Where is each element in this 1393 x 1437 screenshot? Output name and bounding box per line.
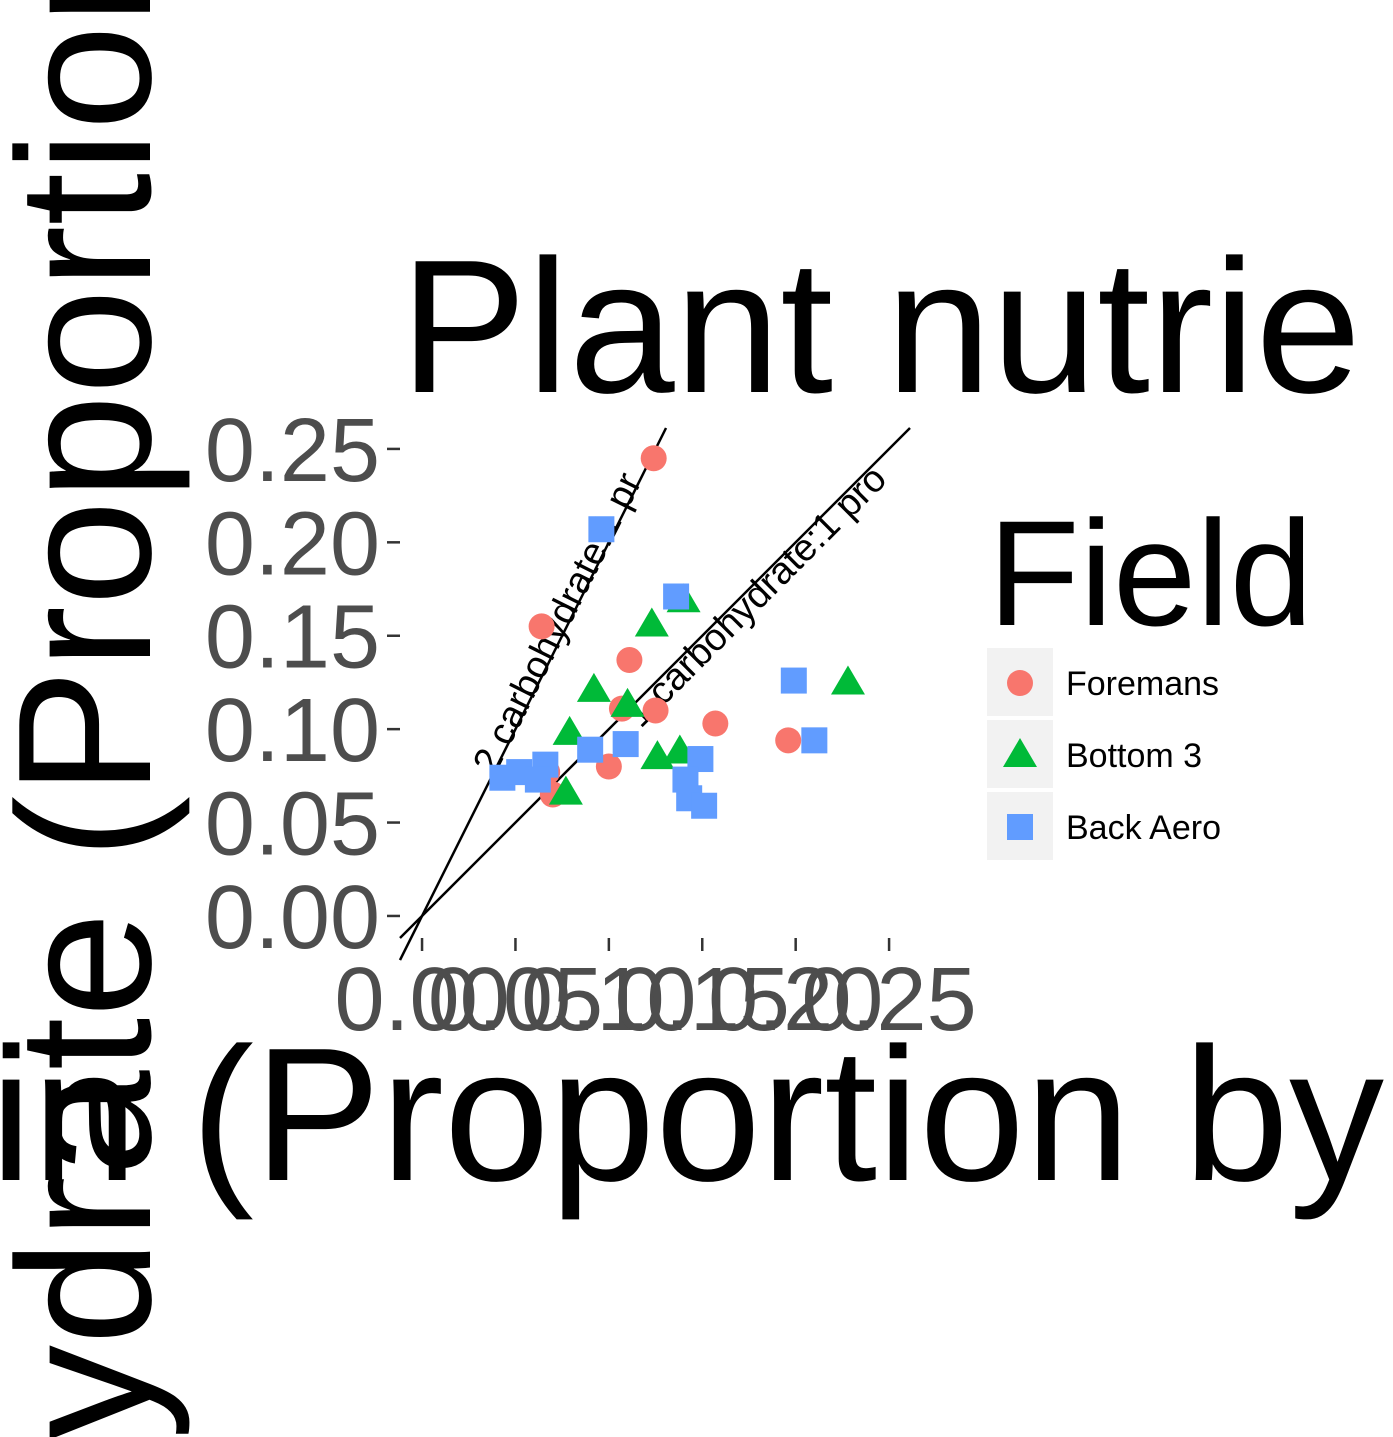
point xyxy=(702,710,729,737)
legend-key xyxy=(1007,814,1033,840)
point xyxy=(663,583,690,610)
legend-label: Back Aero xyxy=(1066,809,1221,847)
point xyxy=(801,727,828,754)
y-tick-label: 0.10 xyxy=(205,681,380,781)
x-tick-label: 0.15 xyxy=(615,950,790,1050)
point xyxy=(780,667,807,694)
y-axis-title: ydrate (Proportion b xyxy=(0,0,191,1437)
point xyxy=(548,775,583,805)
reference-line xyxy=(399,427,911,939)
chart-title: Plant nutrie xyxy=(400,221,1361,433)
point xyxy=(616,647,643,674)
point xyxy=(588,516,615,543)
x-tick-label: 0.10 xyxy=(521,950,696,1050)
x-tick-label: 0.20 xyxy=(708,950,883,1050)
point xyxy=(524,766,551,793)
x-tick-label: 0.00 xyxy=(334,950,509,1050)
reference-line xyxy=(398,427,668,961)
point xyxy=(634,607,669,637)
legend-label: Foremans xyxy=(1066,665,1219,703)
point xyxy=(640,445,667,472)
y-tick-label: 0.25 xyxy=(205,401,380,501)
x-tick-label: 0.25 xyxy=(801,950,976,1050)
legend-title: Field xyxy=(988,489,1313,657)
y-tick-label: 0.15 xyxy=(205,588,380,688)
point xyxy=(691,792,718,819)
legend-key xyxy=(1003,738,1037,767)
y-tick-label: 0.05 xyxy=(205,775,380,875)
point xyxy=(642,697,669,724)
point xyxy=(610,687,645,717)
point xyxy=(528,613,555,640)
legend-key xyxy=(1007,670,1033,696)
y-tick-label: 0.20 xyxy=(205,494,380,594)
point xyxy=(830,665,865,695)
legend-label: Bottom 3 xyxy=(1066,737,1202,775)
x-axis-title: in (Proportion by m xyxy=(0,1009,1393,1221)
point xyxy=(612,731,639,758)
y-tick-label: 0.00 xyxy=(205,868,380,968)
point xyxy=(775,727,802,754)
point xyxy=(640,740,675,770)
x-tick-label: 0.05 xyxy=(428,950,603,1050)
point xyxy=(576,672,611,702)
point xyxy=(577,736,604,763)
